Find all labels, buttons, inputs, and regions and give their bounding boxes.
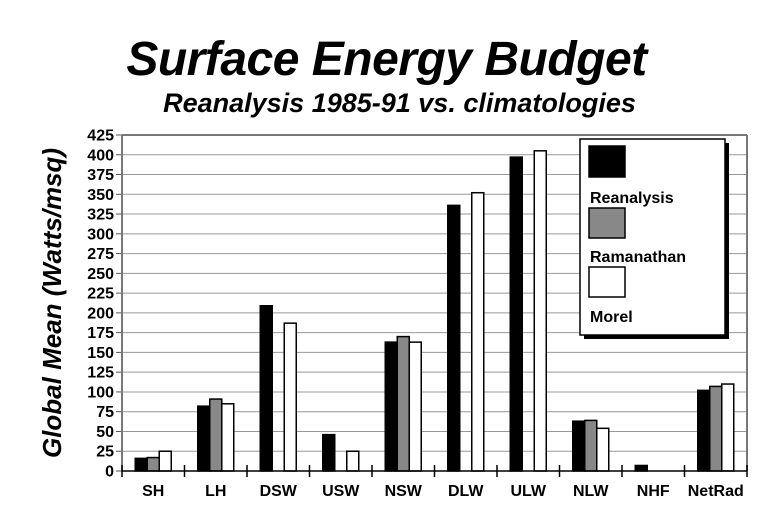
y-tick-label: 425	[87, 128, 114, 145]
bar-usw-reanalysis	[322, 433, 336, 472]
bar-dlw-reanalysis	[447, 204, 461, 472]
x-tick-label: LH	[205, 483, 226, 500]
bar-nlw-morel	[596, 427, 610, 472]
x-tick-label: SH	[142, 483, 164, 500]
bar-sh-reanalysis	[134, 457, 148, 472]
bar-lh-reanalysis	[197, 405, 211, 472]
y-axis-label: Global Mean (Watts/msq)	[37, 148, 67, 458]
x-tick-label: NHF	[637, 483, 670, 500]
y-tick-label: 175	[87, 325, 114, 342]
bar-netrad-morel	[721, 383, 735, 472]
x-tick-label: DSW	[260, 483, 298, 500]
bar-dsw-morel	[283, 322, 297, 472]
legend-label-ramanathan: Ramanathan	[590, 249, 686, 266]
bar-sh-morel	[158, 450, 172, 472]
legend-swatch-morel	[588, 266, 626, 298]
y-tick-label: 275	[87, 246, 114, 263]
legend: Reanalysis Ramanathan Morel	[579, 138, 729, 339]
legend-swatch-reanalysis	[588, 145, 626, 178]
bar-ulw-reanalysis	[509, 156, 523, 472]
y-tick-label: 0	[105, 464, 114, 481]
bar-nsw-ramanathan	[396, 335, 410, 472]
y-tick-label: 375	[87, 167, 114, 184]
y-tick-label: 300	[87, 226, 114, 243]
x-tick-label: USW	[322, 483, 360, 500]
legend-swatch-ramanathan	[588, 207, 626, 239]
y-tick-label: 225	[87, 286, 114, 303]
y-tick-label: 75	[96, 404, 114, 421]
bar-usw-morel	[346, 450, 360, 472]
y-tick-label: 350	[87, 187, 114, 204]
chart-subtitle: Reanalysis 1985-91 vs. climatologies	[163, 88, 636, 118]
x-tick-label: NLW	[573, 483, 609, 500]
bar-lh-ramanathan	[209, 398, 223, 472]
y-tick-label: 150	[87, 345, 114, 362]
x-tick-label: DLW	[448, 483, 484, 500]
axes	[116, 134, 748, 477]
y-tick-labels: 0 25 50 75 100 125 150 175 200 225 250 275 300 325 350…	[87, 128, 114, 481]
bar-nsw-morel	[408, 341, 422, 472]
chart-title: Surface Energy Budget	[126, 33, 647, 86]
y-tick-label: 125	[87, 365, 114, 382]
bar-nlw-reanalysis	[572, 420, 586, 472]
bars	[134, 150, 735, 472]
y-tick-label: 400	[87, 147, 114, 164]
bar-sh-ramanathan	[146, 456, 160, 472]
bar-nhf-reanalysis	[634, 464, 648, 472]
legend-label-reanalysis: Reanalysis	[590, 190, 674, 207]
bar-nlw-ramanathan	[584, 419, 598, 472]
y-tick-label: 325	[87, 207, 114, 224]
y-tick-label: 25	[96, 444, 114, 461]
legend-label-morel: Morel	[590, 309, 633, 326]
bar-lh-morel	[221, 403, 235, 472]
y-tick-label: 200	[87, 305, 114, 322]
bar-netrad-reanalysis	[697, 389, 711, 472]
y-tick-label: 100	[87, 384, 114, 401]
y-tick-label: 250	[87, 266, 114, 283]
bar-nsw-reanalysis	[384, 341, 398, 472]
x-tick-label: NetRad	[688, 483, 744, 500]
bar-netrad-ramanathan	[709, 385, 723, 472]
bar-dlw-morel	[471, 191, 485, 472]
x-tick-label: ULW	[510, 483, 546, 500]
x-tick-label: NSW	[385, 483, 423, 500]
bar-dsw-reanalysis	[259, 305, 273, 472]
bar-ulw-morel	[533, 150, 547, 472]
y-tick-label: 50	[96, 424, 114, 441]
x-tick-labels: SH LH DSW USW NSW DLW ULW NLW NHF NetRad	[142, 483, 744, 500]
